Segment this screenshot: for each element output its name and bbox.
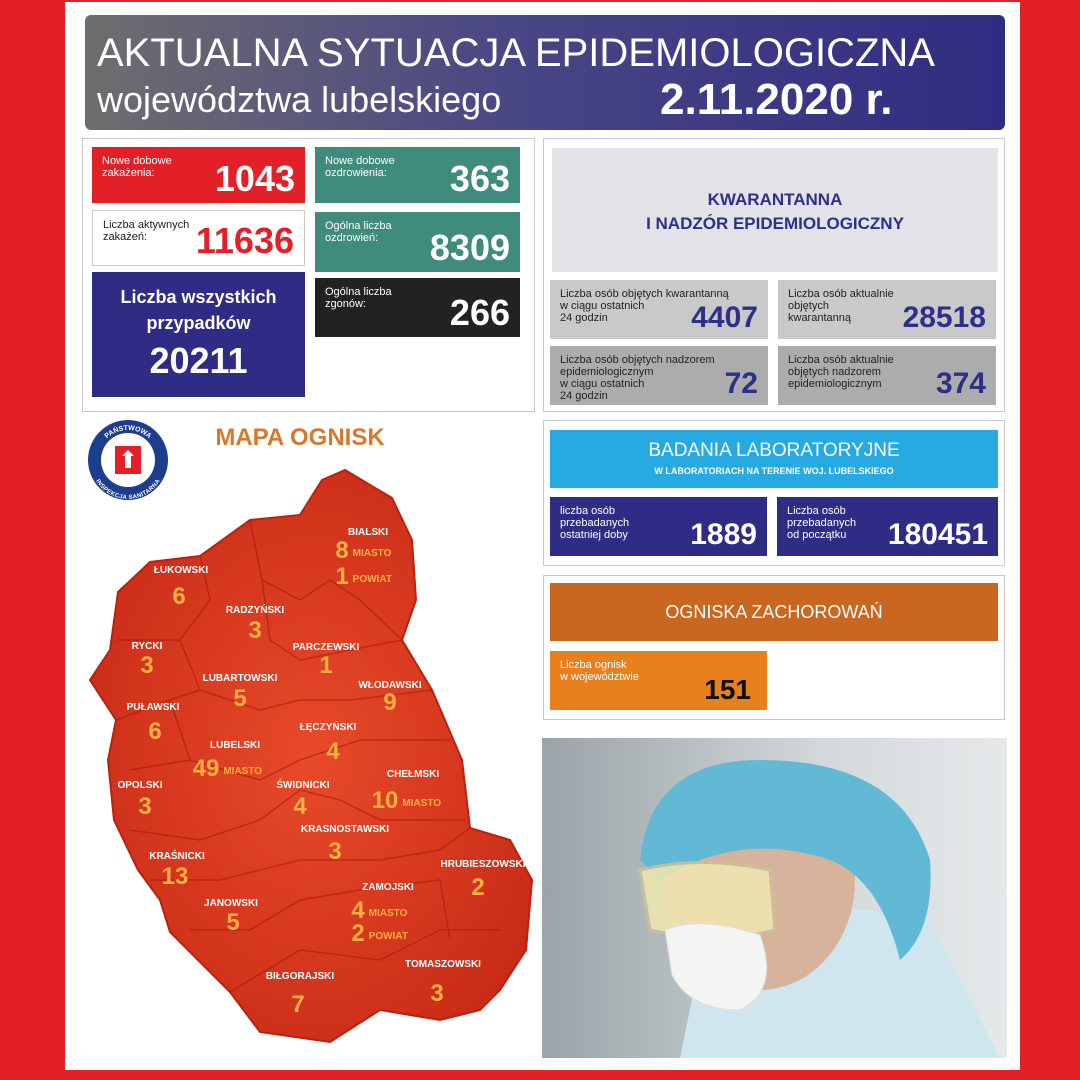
stat-label: Liczba osób aktualnie objętych kwarantan… bbox=[788, 288, 894, 324]
stat-label: Liczba aktywnych zakażeń: bbox=[103, 219, 190, 243]
stat-box: Liczba ognisk w województwie 151 bbox=[550, 651, 767, 710]
lab-title: BADANIA LABORATORYJNE bbox=[648, 440, 900, 461]
stat-value: 151 bbox=[704, 674, 751, 705]
outbreaks-title-box: OGNISKA ZACHOROWAŃ bbox=[550, 583, 998, 641]
stat-value: 266 bbox=[449, 292, 510, 333]
stat-label: Ogólna liczba ozdrowień: bbox=[325, 220, 392, 244]
stat-label: Liczba osób objętych kwarantanną w ciągu… bbox=[560, 288, 729, 324]
header-title: AKTUALNA SYTUACJA EPIDEMIOLOGICZNA bbox=[97, 31, 935, 75]
stat-box: Nowe dobowe ozdrowienia: 363 bbox=[315, 147, 520, 203]
stat-value: 72 bbox=[724, 367, 758, 400]
stat-box: Liczba aktywnych zakażeń: 11636 bbox=[92, 210, 305, 266]
stat-value: 180451 bbox=[887, 518, 988, 551]
stat-value: 28518 bbox=[902, 301, 986, 334]
stat-label: Nowe dobowe zakażenia: bbox=[102, 155, 172, 179]
stat-box: Liczba osób aktualnie objętych kwarantan… bbox=[778, 280, 996, 339]
stat-box: Liczba osób objętych nadzorem epidemiolo… bbox=[550, 346, 768, 405]
stat-box: Liczba osób przebadanych od początku 1804… bbox=[777, 497, 998, 556]
stat-label: Nowe dobowe ozdrowienia: bbox=[325, 155, 395, 179]
stats-panel bbox=[82, 138, 535, 412]
quarantine-title: KWARANTANNA I NADZÓR EPIDEMIOLOGICZNY bbox=[646, 190, 904, 233]
stat-value: 8309 bbox=[429, 227, 510, 268]
stat-value: 1043 bbox=[214, 158, 295, 199]
stat-box: liczba osób przebadanych ostatniej doby 1… bbox=[550, 497, 767, 556]
total-label: Liczba wszystkich przypadków bbox=[120, 287, 277, 333]
outbreaks-title: OGNISKA ZACHOROWAŃ bbox=[665, 602, 883, 622]
lab-title-box: BADANIA LABORATORYJNE W LABORATORIACH NA … bbox=[550, 430, 998, 488]
quarantine-title-box: KWARANTANNA I NADZÓR EPIDEMIOLOGICZNY bbox=[552, 148, 998, 272]
header-subtitle: województwa lubelskiego bbox=[97, 79, 502, 120]
lab-panel bbox=[543, 420, 1005, 566]
stat-box: Ogólna liczba zgonów: 266 bbox=[315, 278, 520, 337]
stat-value: 11636 bbox=[195, 220, 294, 261]
stat-label: Liczba osób przebadanych od początku bbox=[787, 505, 857, 541]
total-box: Liczba wszystkich przypadków 20211 bbox=[92, 272, 305, 397]
stat-label: liczba osób przebadanych ostatniej doby bbox=[560, 505, 630, 541]
stat-value: 374 bbox=[935, 367, 986, 400]
quarantine-panel bbox=[543, 138, 1005, 412]
stat-box: Nowe dobowe zakażenia: 1043 bbox=[92, 147, 305, 203]
header-date: 2.11.2020 r. bbox=[660, 75, 893, 124]
stat-label: Ogólna liczba zgonów: bbox=[325, 286, 392, 310]
stat-box: Liczba osób aktualnie objętych nadzorem … bbox=[778, 346, 996, 405]
total-value: 20211 bbox=[149, 340, 248, 381]
lab-subtitle: W LABORATORIACH NA TERENIE WOJ. LUBELSKI… bbox=[654, 466, 894, 476]
stat-box: Ogólna liczba ozdrowień: 8309 bbox=[315, 212, 520, 272]
stat-value: 363 bbox=[449, 158, 510, 199]
stat-label: Liczba osób objętych nadzorem epidemiolo… bbox=[560, 354, 715, 402]
outbreaks-panel bbox=[543, 575, 1005, 720]
stat-box: Liczba osób objętych kwarantanną w ciągu… bbox=[550, 280, 768, 339]
header: AKTUALNA SYTUACJA EPIDEMIOLOGICZNA wojew… bbox=[85, 15, 1005, 130]
stat-value: 4407 bbox=[691, 301, 758, 334]
stat-label: Liczba osób aktualnie objętych nadzorem … bbox=[788, 354, 894, 390]
stat-label: Liczba ognisk w województwie bbox=[560, 659, 639, 683]
stat-value: 1889 bbox=[690, 518, 757, 551]
